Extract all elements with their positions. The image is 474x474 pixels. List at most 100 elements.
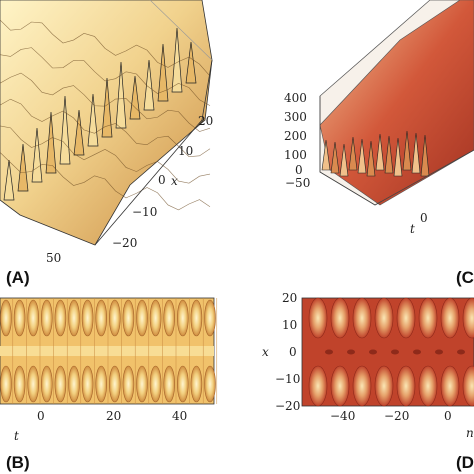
panel-b-contour-blob — [109, 299, 121, 337]
panel-c-spike — [348, 136, 358, 171]
panel-a-x-tick: −10 — [132, 205, 157, 219]
panel-c-box-edge — [319, 96, 474, 206]
panel-c-spike — [393, 137, 403, 177]
panel-b-contour-blob — [40, 299, 53, 337]
panel-b-t-tick: 0 — [37, 409, 45, 423]
panel-d-contour-blob — [308, 297, 328, 339]
panel-a-box-edge — [94, 59, 213, 246]
panel-a-ridge — [0, 19, 211, 77]
panel-b: 0 20 40 t (B) — [0, 297, 218, 472]
panel-d-contour-blob — [462, 297, 474, 339]
panel-d-center-dot — [325, 349, 333, 355]
panel-a-x-tick: −20 — [112, 236, 137, 250]
panel-a-spike — [73, 109, 85, 156]
panel-b-contour-blob — [27, 299, 40, 337]
panel-a-ridge — [0, 47, 211, 106]
panel-a-ridge — [0, 98, 211, 157]
panel-b-contour-blob — [40, 365, 53, 403]
panel-d-x-tick: 0 — [289, 345, 297, 359]
panel-b-contour-blob — [0, 299, 12, 337]
panel-b-contour-blob — [109, 365, 121, 403]
panel-b-contours — [0, 298, 218, 404]
panel-d-t-tick: −40 — [330, 409, 355, 423]
panel-c-z-tick: 200 — [284, 129, 307, 143]
panel-b-contour-blob — [95, 365, 107, 403]
panel-a-spike — [87, 93, 99, 147]
panel-d-t-label: n — [466, 426, 474, 440]
panel-a-spike — [17, 143, 29, 192]
panel-d-center-dot — [347, 349, 355, 355]
panel-b-label: (B) — [6, 453, 30, 472]
panel-c-spikes — [321, 130, 430, 177]
panel-b-contour-blob — [204, 299, 216, 337]
panel-a-x-tick: 10 — [178, 144, 193, 158]
panel-b-contour-blob — [136, 365, 148, 403]
panel-b-contour-blob — [190, 299, 203, 337]
panel-c-spike — [402, 130, 412, 171]
panel-d-contours — [308, 297, 474, 407]
panel-c-spike — [339, 143, 349, 177]
panel-b-contour-blob — [95, 299, 107, 337]
panel-b-contour-blob — [122, 365, 135, 403]
panel-a-x-tick: 20 — [198, 114, 213, 128]
panel-b-contour-blob — [163, 365, 175, 403]
panel-d-x-tick: −20 — [275, 399, 300, 413]
panel-a-label: (A) — [6, 268, 30, 287]
panel-a-spike — [3, 159, 15, 201]
panel-d-contour-blob — [418, 365, 438, 407]
panel-d-x-label: x — [262, 345, 269, 359]
panel-b-contour-blob — [163, 299, 175, 337]
panel-c-spike — [411, 132, 421, 174]
panel-a-ridge — [0, 125, 211, 184]
panel-c-spike — [357, 138, 367, 174]
panel-c-z-axis: 400 300 200 100 0 −50 — [284, 91, 310, 190]
panel-c-spike — [384, 135, 394, 174]
panel-d-contour-blob — [352, 297, 372, 339]
panel-d-x-tick: −10 — [275, 372, 300, 386]
panel-b-contour-blob — [204, 365, 216, 403]
panel-d-center-dot — [369, 349, 377, 355]
panel-a-x-tick: 0 — [158, 173, 166, 187]
panel-d-label: (D — [456, 453, 474, 472]
panel-c-spike — [330, 141, 340, 174]
panel-d-contour-blob — [418, 297, 438, 339]
panel-b-t-tick: 40 — [172, 409, 187, 423]
panel-c-z-tick: −50 — [285, 176, 310, 190]
panel-d-t-tick: 0 — [444, 409, 452, 423]
panel-c-surface — [319, 0, 474, 206]
panel-b-t-axis: 0 20 40 t — [14, 409, 187, 443]
panel-a-x-axis: 20 10 0 −10 −20 x 50 — [46, 114, 213, 265]
panel-c-z-tick: 300 — [284, 110, 307, 124]
panel-a-spike — [171, 27, 183, 93]
panel-c-label: (C — [456, 268, 474, 287]
panel-d-t-axis: −40 −20 0 n — [330, 409, 474, 440]
panel-d-contour-blob — [440, 365, 460, 407]
panel-a-spike — [31, 127, 43, 183]
panel-b-contour-blob — [136, 299, 148, 337]
panel-d-center-dot — [391, 349, 399, 355]
panel-c-t-label: t — [410, 222, 415, 236]
panel-b-contour-blob — [68, 365, 80, 403]
panel-b-contour-blob — [0, 365, 12, 403]
panel-d-contour-blob — [308, 365, 328, 407]
panel-d-contour-blob — [396, 365, 416, 407]
panel-c-spike — [375, 133, 385, 171]
panel-a-x-label: x — [171, 174, 178, 188]
panel-b-contour-blob — [54, 299, 67, 337]
panel-a-spike — [157, 43, 169, 102]
panel-b-contour-blob — [190, 365, 203, 403]
panel-a-spike — [101, 77, 113, 138]
panel-c-t-tick: 0 — [420, 211, 428, 225]
panel-d: 20 10 0 −10 −20 x −40 −20 0 n (D — [262, 291, 474, 472]
panel-b-contour-blob — [177, 299, 189, 337]
panel-c-z-tick: 100 — [284, 148, 307, 162]
panel-d-contour-blob — [330, 297, 350, 339]
panel-d-x-tick: 10 — [282, 318, 297, 332]
panel-c-spike — [366, 140, 376, 177]
panel-d-contour-blob — [330, 365, 350, 407]
panel-b-contour-blob — [13, 299, 26, 337]
panel-b-contour-blob — [81, 365, 94, 403]
panel-b-contour-blob — [81, 299, 94, 337]
panel-d-center-dot — [457, 349, 465, 355]
